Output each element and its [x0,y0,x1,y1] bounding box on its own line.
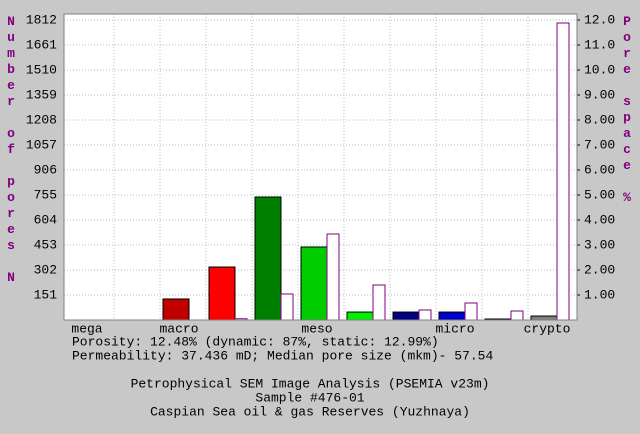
y2-tick-label: 3.00 [584,237,615,252]
title: Caspian Sea oil & gas Reserves (Yuzhnaya… [150,404,470,419]
y-axis-title: Number of pores N [4,14,19,286]
y-tick-label: 1812 [26,12,57,27]
y2-tick-label: 12.0 [584,12,615,27]
x-tick-label: macro [159,321,198,336]
bar [438,311,466,321]
y2-tick-label: 4.00 [584,212,615,227]
y2-axis-title: Pore space % [620,14,635,206]
bar [392,311,420,321]
y2-tick-label: 5.00 [584,187,615,202]
y-tick-label: 1359 [26,87,57,102]
bar [556,22,570,321]
x-tick-label: crypto [524,321,571,336]
bar [418,309,432,321]
bar [346,311,374,321]
y-tick-label: 1208 [26,112,57,127]
y2-tick-label: 6.00 [584,162,615,177]
y2-tick-label: 7.00 [584,137,615,152]
x-tick-label: micro [435,321,474,336]
x-tick-label: meso [301,321,332,336]
y-tick-label: 302 [34,262,57,277]
note: Porosity: 12.48% (dynamic: 87%, static: … [72,334,439,349]
bar [326,233,340,321]
bar [530,315,558,321]
bar [162,298,190,321]
y2-tick-label: 8.00 [584,112,615,127]
y-tick-label: 755 [34,187,57,202]
y2-tick-label: 2.00 [584,262,615,277]
plot-border [63,13,578,321]
bar [280,293,294,321]
bar [464,302,478,321]
bar [510,310,524,321]
y-tick-label: 906 [34,162,57,177]
y2-tick-label: 10.0 [584,62,615,77]
bar [208,266,236,321]
y2-tick-label: 9.00 [584,87,615,102]
y2-tick-label: 11.0 [584,37,615,52]
y-tick-label: 604 [34,212,58,227]
y-tick-label: 1057 [26,137,57,152]
y-tick-label: 1661 [26,37,57,52]
title: Petrophysical SEM Image Analysis (PSEMIA… [131,376,490,391]
bar [254,196,282,321]
x-tick-label: mega [71,321,102,336]
title: Sample #476-01 [255,390,364,405]
y-tick-label: 453 [34,237,57,252]
y2-tick-label: 1.00 [584,287,615,302]
bar [300,246,328,321]
bar [372,284,386,321]
note: Permeability: 37.436 mD; Median pore siz… [72,348,493,363]
y-tick-label: 151 [34,287,58,302]
y-tick-label: 1510 [26,62,57,77]
